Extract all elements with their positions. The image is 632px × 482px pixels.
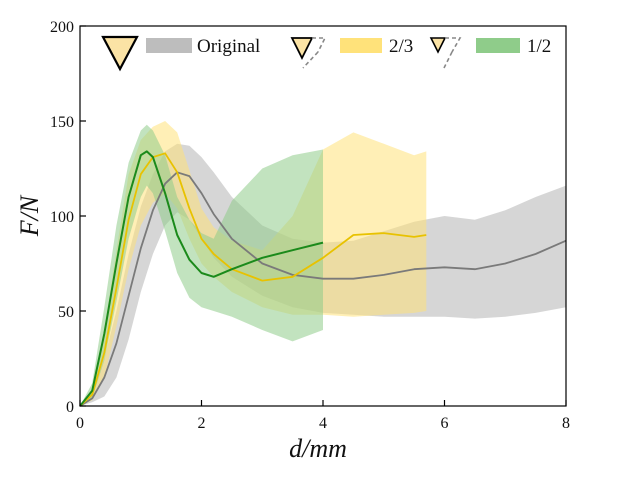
plot-area bbox=[79, 121, 567, 407]
small-triangle-icon bbox=[429, 37, 447, 54]
legend-entry-original: Original bbox=[101, 35, 260, 72]
legend-swatch-original bbox=[146, 38, 192, 53]
dashed-outline-icon bbox=[443, 51, 453, 69]
y-tick-label: 50 bbox=[58, 304, 74, 321]
y-tick-label: 200 bbox=[50, 19, 74, 36]
large-triangle-icon bbox=[101, 35, 139, 72]
series-line-one-half bbox=[79, 150, 324, 407]
dashed-outline-icon bbox=[445, 37, 462, 53]
y-tick-label: 150 bbox=[50, 114, 74, 131]
x-tick-label: 0 bbox=[76, 415, 84, 432]
series-line-two-thirds bbox=[79, 152, 427, 407]
legend-label-one-half: 1/2 bbox=[527, 36, 551, 57]
x-tick-label: 4 bbox=[319, 415, 327, 432]
y-axis-label: F/N bbox=[15, 194, 44, 237]
x-tick-label: 2 bbox=[198, 415, 206, 432]
y-tick-label: 0 bbox=[66, 399, 74, 416]
legend-entry-one-half: 1/2 bbox=[429, 36, 551, 69]
y-tick-label: 100 bbox=[50, 209, 74, 226]
medium-triangle-icon bbox=[290, 37, 314, 61]
legend: Original 2/3 1/2 bbox=[101, 35, 551, 72]
legend-label-two-thirds: 2/3 bbox=[389, 36, 413, 57]
legend-label-original: Original bbox=[197, 36, 260, 57]
band-one-half bbox=[80, 124, 323, 407]
dashed-outline-icon bbox=[302, 51, 319, 69]
series-line-original bbox=[79, 171, 567, 407]
y-axis-ticks: 0 50 100 150 200 bbox=[50, 19, 86, 416]
dashed-outline-icon bbox=[312, 37, 327, 53]
x-axis-label: d/mm bbox=[289, 434, 347, 463]
legend-entry-two-thirds: 2/3 bbox=[290, 36, 413, 69]
x-axis-ticks: 0 2 4 6 8 bbox=[76, 400, 570, 432]
mean-lines bbox=[79, 150, 567, 407]
confidence-bands bbox=[80, 121, 566, 407]
legend-swatch-one-half bbox=[476, 38, 520, 53]
x-tick-label: 8 bbox=[562, 415, 570, 432]
x-tick-label: 6 bbox=[441, 415, 449, 432]
legend-swatch-two-thirds bbox=[340, 38, 382, 53]
